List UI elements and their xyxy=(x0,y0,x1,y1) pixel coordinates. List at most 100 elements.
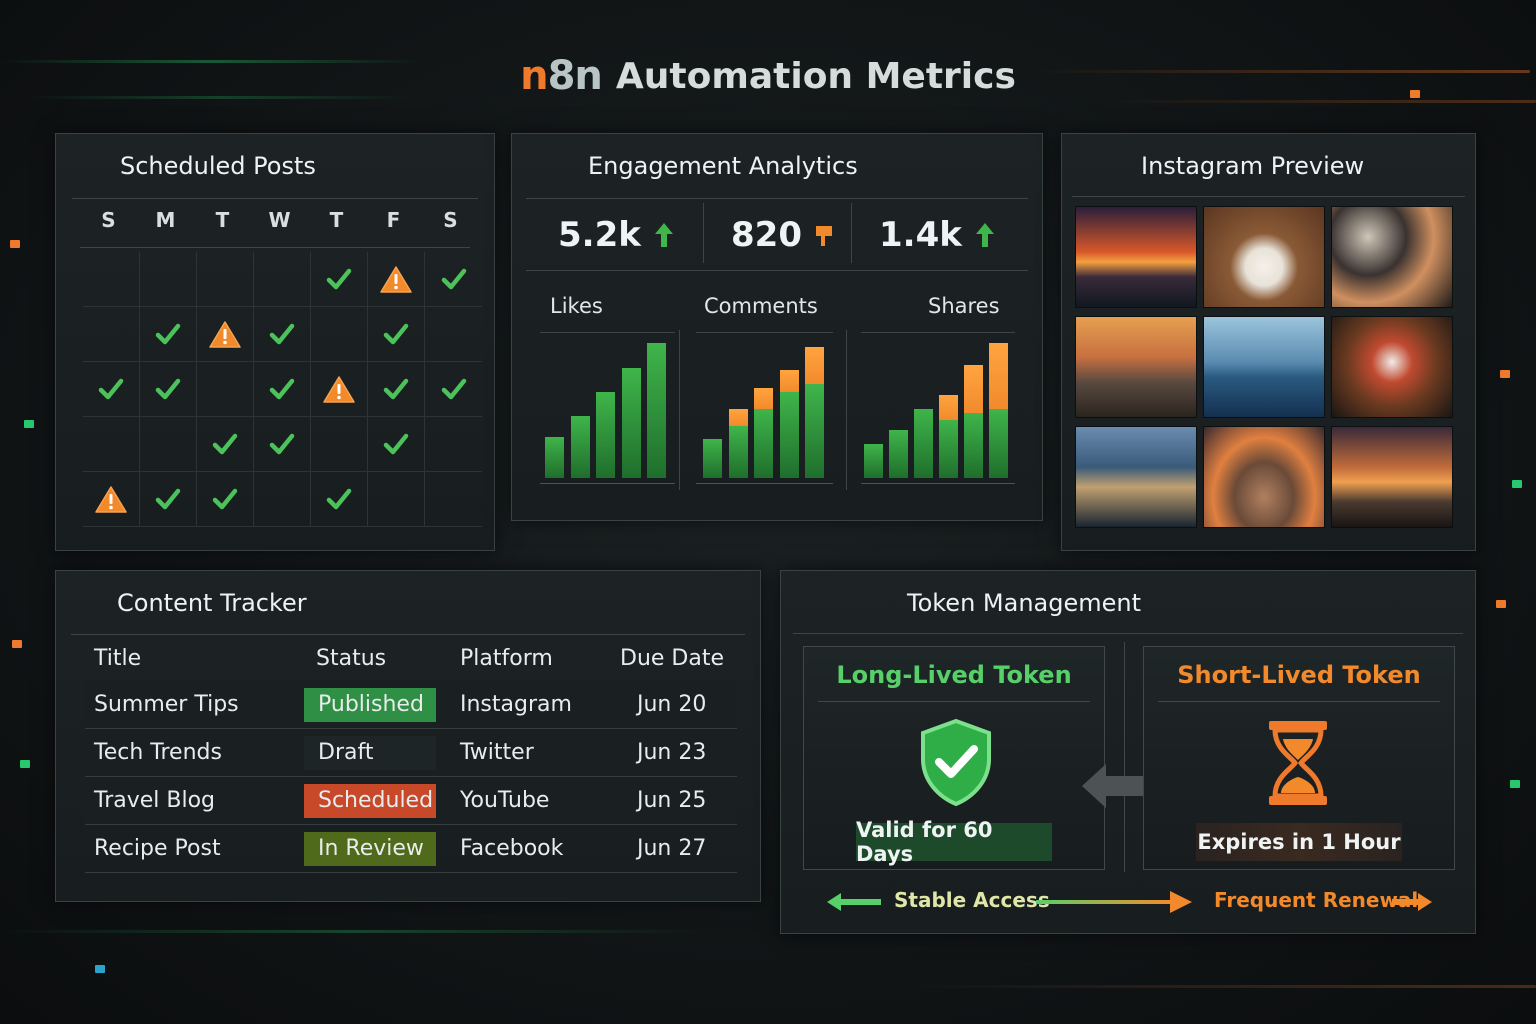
chart-bar xyxy=(596,392,615,478)
city-waterfront-photo[interactable] xyxy=(1075,426,1197,528)
token-management-title: Token Management xyxy=(907,589,1142,617)
weekday-label: S xyxy=(443,208,458,232)
warning-icon xyxy=(380,266,412,293)
shares-bar-chart xyxy=(864,340,1014,478)
chart-bar xyxy=(939,395,958,421)
row-due-date: Jun 23 xyxy=(637,740,707,765)
chart-bar xyxy=(964,364,983,414)
column-platform: Platform xyxy=(460,645,553,671)
calendar-day-cell[interactable] xyxy=(254,472,311,527)
calendar-day-cell[interactable] xyxy=(254,362,311,417)
table-row[interactable]: Tech Trends Draft Twitter Jun 23 xyxy=(85,729,737,777)
calendar-day-cell[interactable] xyxy=(197,472,254,527)
chart-bar xyxy=(570,415,590,478)
calendar-day-cell[interactable] xyxy=(197,417,254,472)
calendar-day-cell[interactable] xyxy=(83,307,140,362)
calendar-day-cell[interactable] xyxy=(140,362,197,417)
arrow-right-icon xyxy=(1392,893,1432,911)
camera-flatlay-photo[interactable] xyxy=(1331,206,1453,308)
weekday-label: F xyxy=(386,208,401,232)
check-icon xyxy=(269,323,295,345)
row-platform: YouTube xyxy=(460,788,550,813)
table-row[interactable]: Summer Tips Published Instagram Jun 20 xyxy=(85,681,737,729)
calendar-day-cell[interactable] xyxy=(140,417,197,472)
beach-camera-photo[interactable] xyxy=(1075,316,1197,418)
check-icon xyxy=(155,488,181,510)
calendar-day-cell[interactable] xyxy=(368,417,425,472)
check-icon xyxy=(155,323,181,345)
row-platform: Twitter xyxy=(460,740,534,765)
coffee-cup-photo[interactable] xyxy=(1203,206,1325,308)
check-icon xyxy=(98,378,124,400)
row-title: Summer Tips xyxy=(94,692,239,717)
calendar-day-cell[interactable] xyxy=(140,307,197,362)
warning-icon xyxy=(323,376,355,403)
calendar-day-cell[interactable] xyxy=(425,362,482,417)
calendar-day-cell[interactable] xyxy=(311,252,368,307)
calendar-day-cell[interactable] xyxy=(254,252,311,307)
check-icon xyxy=(212,488,238,510)
check-icon xyxy=(269,378,295,400)
engagement-title: Engagement Analytics xyxy=(588,152,858,180)
check-icon xyxy=(441,378,466,400)
long-lived-token-title: Long-Lived Token xyxy=(836,661,1072,689)
calendar-day-cell[interactable] xyxy=(311,417,368,472)
chart-bar xyxy=(728,425,748,478)
mountain-sunset-photo[interactable] xyxy=(1331,426,1453,528)
calendar-day-cell[interactable] xyxy=(425,307,482,362)
instagram-title: Instagram Preview xyxy=(1141,152,1365,180)
scheduled-posts-title: Scheduled Posts xyxy=(120,152,316,180)
calendar-day-cell[interactable] xyxy=(311,472,368,527)
calendar-day-cell[interactable] xyxy=(197,362,254,417)
page-title: Automation Metrics xyxy=(615,55,1016,97)
status-badge: Scheduled xyxy=(304,783,436,818)
table-row[interactable]: Recipe Post In Review Facebook Jun 27 xyxy=(85,825,737,873)
calendar-day-cell[interactable] xyxy=(197,307,254,362)
chart-bar xyxy=(805,346,824,385)
comments-metric: 820 xyxy=(731,210,834,260)
status-badge: Draft xyxy=(304,735,436,770)
check-icon xyxy=(269,433,295,455)
calendar-day-cell[interactable] xyxy=(83,252,140,307)
long-lived-token-card: Long-Lived Token Valid for 60 Days xyxy=(803,646,1105,870)
calendar-day-cell[interactable] xyxy=(368,307,425,362)
calm-sea-photo[interactable] xyxy=(1203,316,1325,418)
calendar-day-cell[interactable] xyxy=(140,252,197,307)
calendar-day-cell[interactable] xyxy=(197,252,254,307)
calendar-day-cell[interactable] xyxy=(83,362,140,417)
calendar-day-cell[interactable] xyxy=(425,472,482,527)
calendar-day-cell[interactable] xyxy=(368,252,425,307)
long-lived-token-badge: Valid for 60 Days xyxy=(856,818,1052,866)
cat-sunset-photo[interactable] xyxy=(1203,426,1325,528)
calendar-day-cell[interactable] xyxy=(83,417,140,472)
calendar-day-cell[interactable] xyxy=(254,417,311,472)
calendar-day-cell[interactable] xyxy=(368,472,425,527)
status-badge: In Review xyxy=(304,831,436,866)
shield-check-icon xyxy=(921,718,991,807)
chart-bar xyxy=(989,342,1008,409)
camera-gear-photo[interactable] xyxy=(1331,316,1453,418)
calendar-day-cell[interactable] xyxy=(254,307,311,362)
check-icon xyxy=(155,378,181,400)
frequent-renewal-label: Frequent Renewal xyxy=(1214,888,1419,912)
row-title: Recipe Post xyxy=(94,836,221,861)
calendar-day-cell[interactable] xyxy=(140,472,197,527)
chart-bar xyxy=(621,367,641,478)
sunset-ocean-photo[interactable] xyxy=(1075,206,1197,308)
chart-bar xyxy=(889,429,908,478)
calendar-day-cell[interactable] xyxy=(425,417,482,472)
row-platform: Facebook xyxy=(460,836,564,861)
calendar-grid xyxy=(83,252,482,527)
check-icon xyxy=(326,268,352,290)
calendar-day-cell[interactable] xyxy=(83,472,140,527)
arrow-left-icon xyxy=(827,893,881,911)
chart-bar xyxy=(914,409,933,478)
calendar-day-cell[interactable] xyxy=(368,362,425,417)
table-row[interactable]: Travel Blog Scheduled YouTube Jun 25 xyxy=(85,777,737,825)
check-icon xyxy=(212,433,238,455)
calendar-day-cell[interactable] xyxy=(311,307,368,362)
check-icon xyxy=(383,323,409,345)
calendar-day-cell[interactable] xyxy=(311,362,368,417)
column-status: Status xyxy=(316,645,387,671)
calendar-day-cell[interactable] xyxy=(425,252,482,307)
